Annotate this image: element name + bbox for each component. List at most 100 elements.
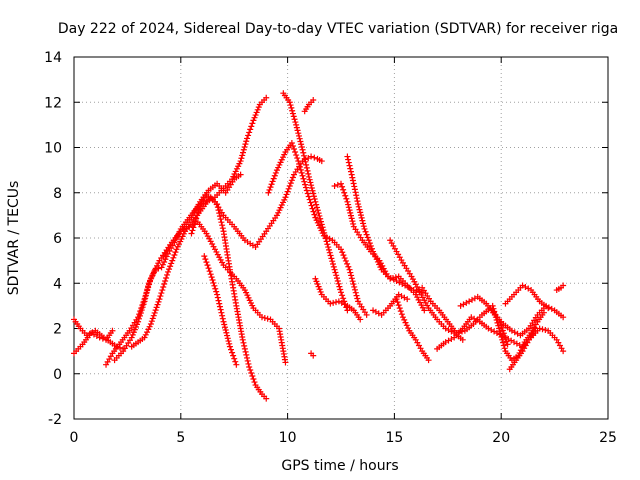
data-point xyxy=(334,277,341,284)
data-point xyxy=(304,190,311,197)
data-point xyxy=(313,278,320,285)
data-point xyxy=(217,216,224,223)
data-point xyxy=(560,282,567,289)
data-point xyxy=(221,324,228,331)
data-point xyxy=(354,198,361,205)
data-point xyxy=(330,299,337,306)
data-point xyxy=(142,331,149,338)
data-point xyxy=(321,232,328,239)
data-point xyxy=(158,264,165,271)
series-track-7 xyxy=(188,153,325,251)
data-point xyxy=(151,309,158,316)
data-point xyxy=(155,265,162,272)
data-point xyxy=(270,175,277,182)
data-point xyxy=(245,132,252,139)
data-point xyxy=(317,218,324,225)
data-point xyxy=(221,321,228,328)
data-point xyxy=(272,169,279,176)
data-point xyxy=(162,277,169,284)
data-point xyxy=(252,112,259,119)
data-point xyxy=(345,263,352,270)
data-point xyxy=(490,305,497,312)
data-point xyxy=(291,146,298,153)
data-point xyxy=(195,209,202,216)
data-point xyxy=(156,296,163,303)
y-tick-label: 4 xyxy=(53,276,62,292)
data-point xyxy=(366,240,373,247)
data-point xyxy=(162,256,169,263)
data-point xyxy=(338,180,344,187)
data-point xyxy=(309,187,316,194)
data-point xyxy=(218,309,225,316)
data-point xyxy=(334,181,341,188)
data-point xyxy=(239,336,246,343)
data-point xyxy=(532,325,539,332)
data-point xyxy=(346,162,353,169)
data-point xyxy=(339,183,346,190)
x-tick-label: 10 xyxy=(279,430,297,446)
data-point xyxy=(294,155,301,162)
data-point xyxy=(202,256,209,263)
data-point xyxy=(137,309,144,316)
data-point xyxy=(136,312,143,319)
data-point xyxy=(251,379,258,386)
data-point xyxy=(218,219,225,226)
data-point xyxy=(225,338,232,345)
data-point xyxy=(293,124,300,131)
data-point xyxy=(347,212,354,219)
data-point xyxy=(289,174,296,181)
data-point xyxy=(349,278,356,285)
data-point xyxy=(241,342,248,349)
data-point xyxy=(393,296,400,303)
data-point xyxy=(248,369,255,376)
data-point xyxy=(357,212,364,219)
data-point xyxy=(315,283,322,290)
data-point xyxy=(318,158,325,165)
data-point xyxy=(132,323,139,330)
data-point xyxy=(150,269,157,276)
data-point xyxy=(349,174,356,181)
data-point xyxy=(148,318,155,325)
data-point xyxy=(297,166,304,173)
data-point xyxy=(208,274,215,281)
data-point xyxy=(175,231,182,238)
data-point xyxy=(249,373,256,380)
data-point xyxy=(332,269,339,276)
data-point xyxy=(161,258,168,265)
series-track-11 xyxy=(301,96,317,115)
data-point xyxy=(213,288,220,295)
series-track-8 xyxy=(201,253,240,368)
data-point xyxy=(215,297,222,304)
data-point xyxy=(209,277,216,284)
data-point xyxy=(268,181,275,188)
data-point xyxy=(316,212,323,219)
data-point xyxy=(296,161,303,168)
x-tick-label: 5 xyxy=(176,430,185,446)
data-point xyxy=(387,275,394,282)
data-point xyxy=(227,346,234,353)
data-point xyxy=(329,261,336,268)
data-point xyxy=(500,330,507,337)
series-track-6 xyxy=(160,219,289,366)
data-point xyxy=(135,318,142,325)
data-point xyxy=(357,316,364,323)
data-point xyxy=(271,172,278,179)
data-point xyxy=(310,208,317,215)
data-point xyxy=(347,269,354,276)
data-point xyxy=(308,184,315,191)
data-point xyxy=(350,220,357,227)
data-point xyxy=(288,177,295,184)
data-point xyxy=(539,326,546,333)
data-point xyxy=(324,241,331,248)
data-point xyxy=(342,192,349,199)
data-point xyxy=(255,104,262,111)
data-point xyxy=(135,315,142,322)
data-point xyxy=(212,285,219,292)
data-point xyxy=(341,255,348,262)
x-tick-label: 20 xyxy=(492,430,510,446)
data-point xyxy=(339,292,346,299)
data-point xyxy=(348,215,355,222)
data-point xyxy=(147,277,154,284)
data-point xyxy=(300,175,307,182)
